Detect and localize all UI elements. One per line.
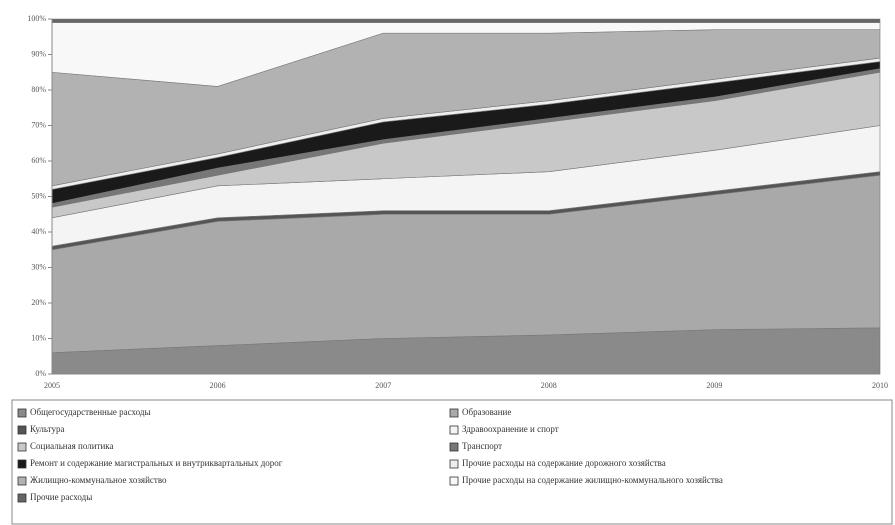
- legend-label: Общегосударственные расходы: [30, 407, 151, 417]
- legend-swatch: [449, 459, 459, 469]
- legend-label: Ремонт и содержание магистральных и внут…: [30, 458, 283, 468]
- legend-swatch: [17, 459, 27, 469]
- y-tick-label: 0%: [35, 369, 46, 378]
- y-tick-label: 100%: [27, 14, 46, 23]
- x-tick-label: 2009: [706, 381, 722, 390]
- legend-label: Прочие расходы на содержание дорожного х…: [462, 458, 666, 468]
- legend-label: Социальная политика: [30, 441, 114, 451]
- y-tick-label: 40%: [31, 227, 46, 236]
- legend-label: Транспорт: [462, 441, 502, 451]
- y-tick-label: 80%: [31, 85, 46, 94]
- y-tick-label: 30%: [31, 262, 46, 271]
- legend-swatch: [449, 408, 459, 418]
- legend-label: Прочие расходы: [30, 492, 92, 502]
- y-tick-label: 10%: [31, 333, 46, 342]
- y-tick-label: 60%: [31, 156, 46, 165]
- x-tick-label: 2010: [872, 381, 888, 390]
- x-tick-label: 2005: [44, 381, 60, 390]
- x-tick-label: 2007: [375, 381, 391, 390]
- y-tick-label: 70%: [31, 120, 46, 129]
- x-tick-label: 2006: [210, 381, 226, 390]
- legend-swatch: [17, 425, 27, 435]
- area: [51, 18, 881, 23]
- legend-label: Прочие расходы на содержание жилищно-ком…: [462, 475, 723, 485]
- legend-label: Культура: [30, 424, 65, 434]
- y-tick-label: 90%: [31, 49, 46, 58]
- legend-label: Здравоохранение и спорт: [462, 424, 559, 434]
- legend-label: Жилищно-коммунальное хозяйство: [30, 475, 167, 485]
- y-tick-label: 50%: [31, 191, 46, 200]
- legend-swatch: [449, 425, 459, 435]
- y-tick-label: 20%: [31, 298, 46, 307]
- legend-label: Образование: [462, 407, 511, 417]
- legend-swatch: [17, 408, 27, 418]
- legend-swatch: [449, 476, 459, 486]
- legend-swatch: [17, 476, 27, 486]
- x-tick-label: 2008: [541, 381, 557, 390]
- legend-swatch: [17, 442, 27, 452]
- legend-swatch: [17, 493, 27, 503]
- legend-swatch: [449, 442, 459, 452]
